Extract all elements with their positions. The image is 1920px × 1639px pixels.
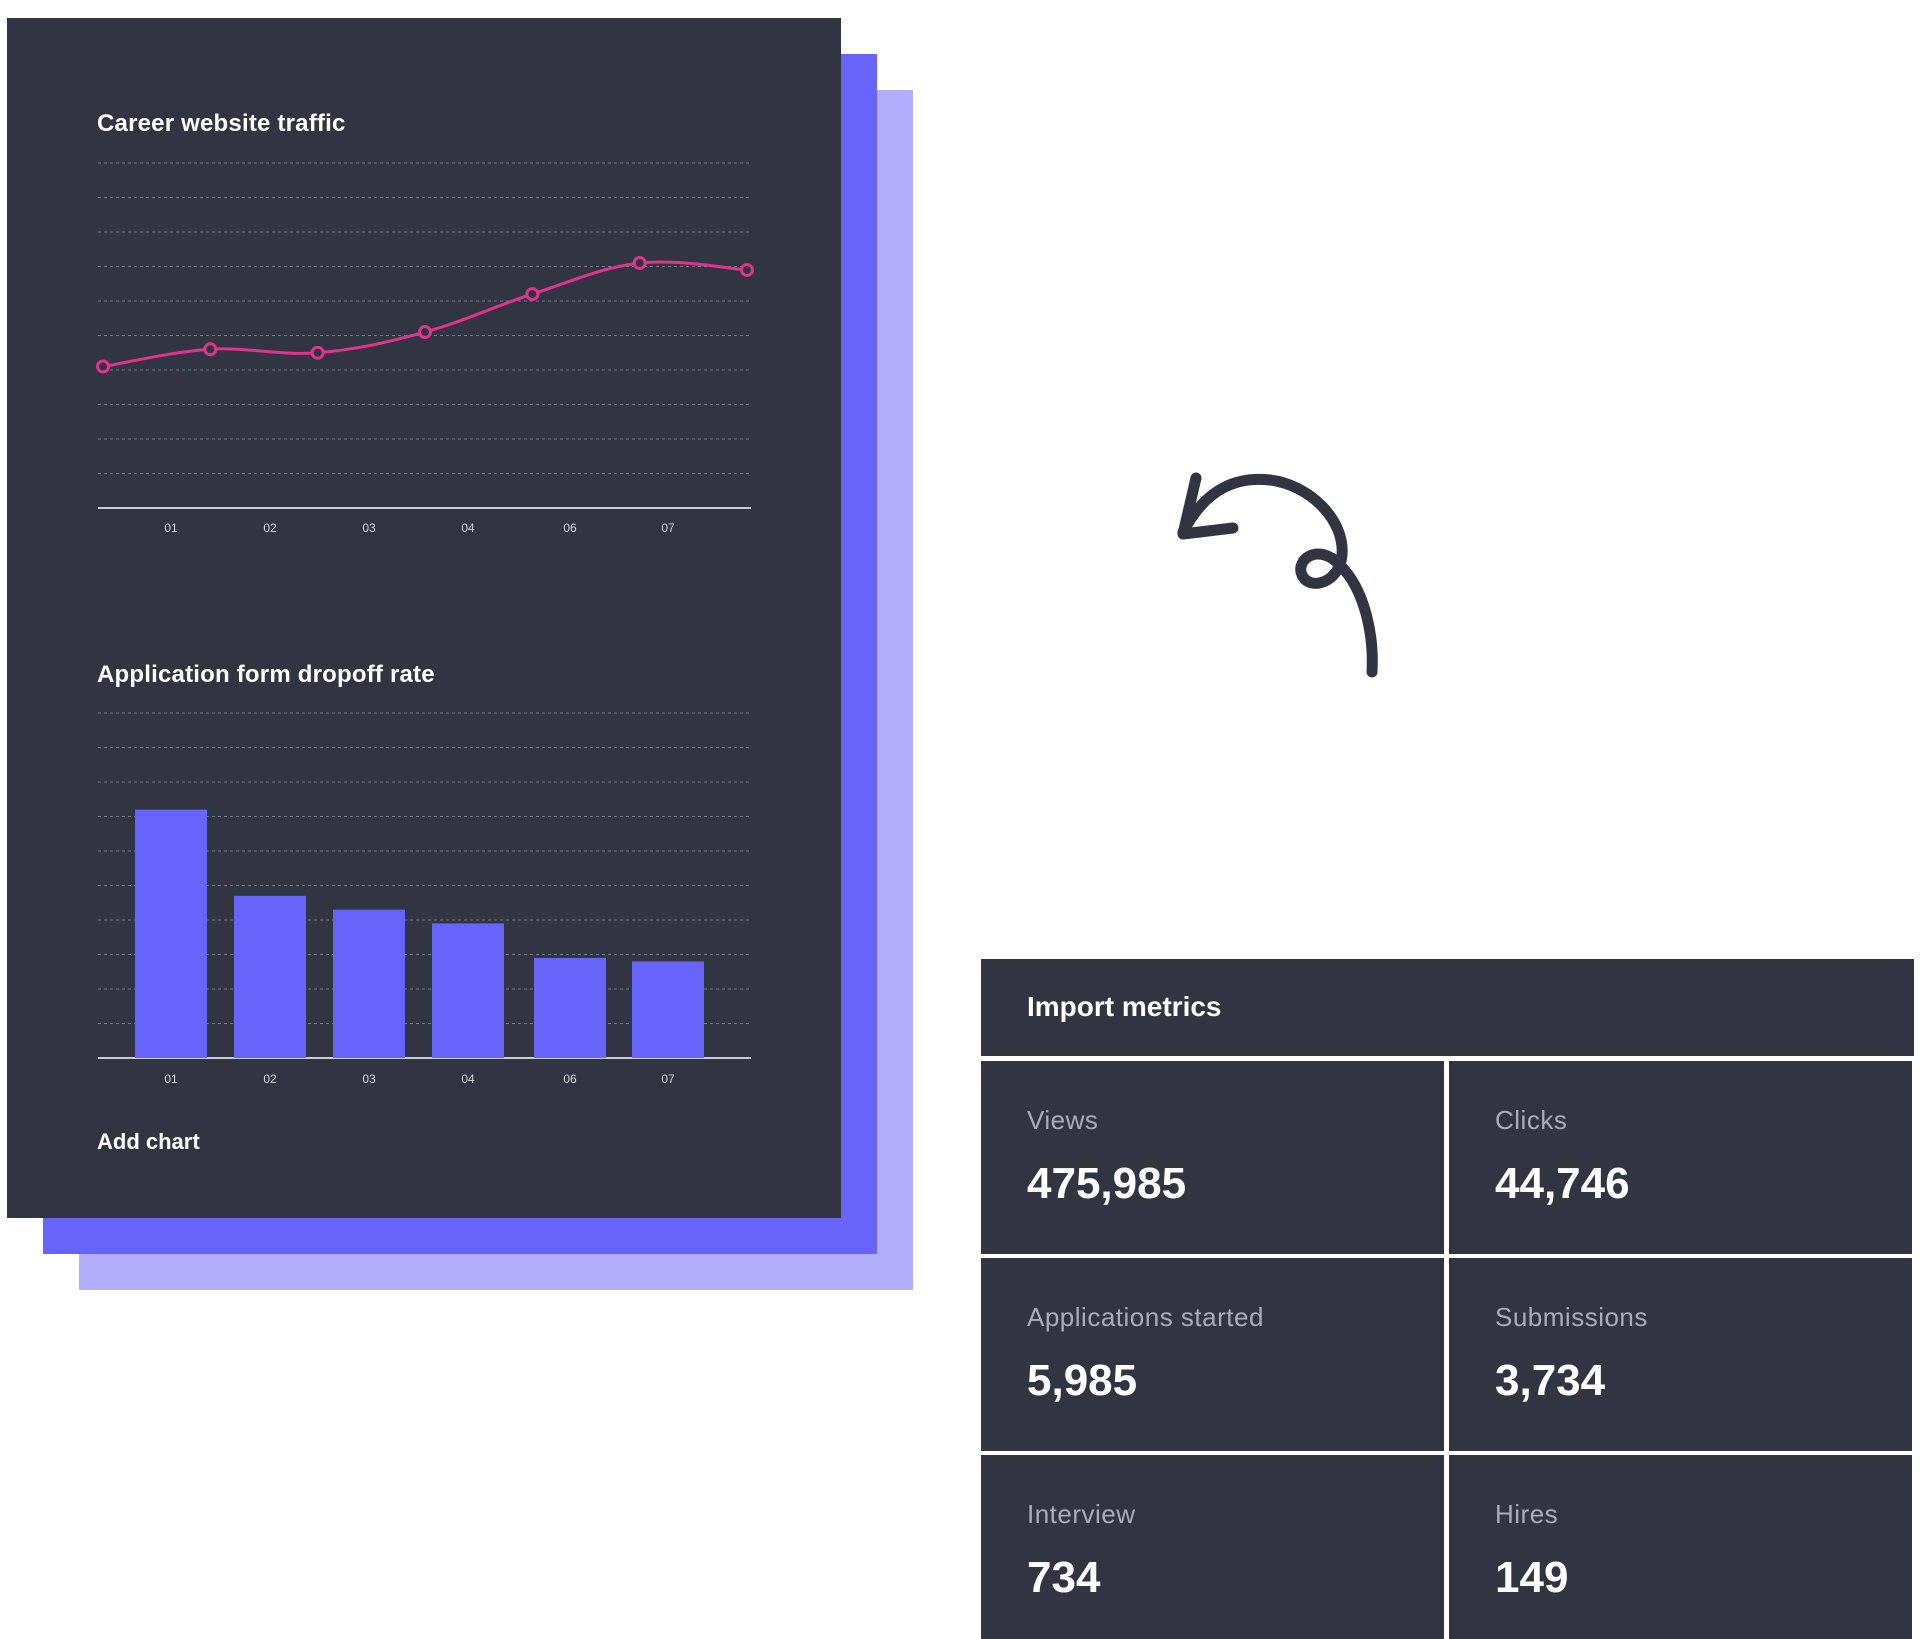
metric-value: 475,985 [1027,1159,1187,1208]
import-metrics-panel: Import metrics Views 475,985 Clicks 44,7… [981,959,1914,1639]
dropoff-bar [432,923,504,1058]
dashboard-card: Career website traffic Application form … [7,18,841,1218]
curved-arrow-icon [1177,472,1378,678]
traffic-data-point [96,359,110,374]
metrics-header: Import metrics [981,959,1914,1056]
metric-value: 44,746 [1495,1159,1630,1208]
dropoff-bar [333,909,405,1058]
metric-value: 3,734 [1495,1356,1606,1405]
metric-card-views: Views 475,985 [981,1061,1444,1254]
bar-chart-tick-label: 06 [563,1072,577,1086]
line-chart-tick-label: 03 [362,521,376,535]
metrics-title: Import metrics [1027,991,1222,1022]
metric-card-clicks: Clicks 44,746 [1449,1061,1912,1254]
metric-label: Views [1027,1105,1099,1135]
dropoff-bar [135,809,207,1058]
line-chart-tick-label: 01 [164,521,178,535]
line-chart-tick-label: 06 [563,521,577,535]
metric-label: Hires [1495,1499,1559,1529]
traffic-data-point [418,325,432,340]
metric-value: 5,985 [1027,1356,1138,1405]
dropoff-bar [632,961,704,1058]
add-chart-button[interactable]: Add chart [97,1129,200,1154]
line-chart-tick-label: 07 [661,521,675,535]
metric-card-hires: Hires 149 [1449,1455,1912,1639]
bar-chart-tick-label: 04 [461,1072,475,1086]
metric-card-submissions: Submissions 3,734 [1449,1258,1912,1451]
bar-chart-title: Application form dropoff rate [97,661,435,688]
bar-chart-tick-label: 03 [362,1072,376,1086]
metric-value: 149 [1495,1553,1569,1602]
bar-chart-tick-label: 02 [263,1072,277,1086]
line-chart-title: Career website traffic [97,110,346,137]
traffic-series-line [102,260,748,369]
bar-chart-tick-label: 07 [661,1072,675,1086]
metric-label: Applications started [1027,1302,1264,1332]
traffic-data-point [203,342,218,357]
bar-chart-tick-label: 01 [164,1072,178,1086]
traffic-data-point [525,287,540,302]
dropoff-bar [234,895,306,1058]
traffic-data-point [740,262,754,277]
line-chart-tick-label: 02 [263,521,277,535]
metric-card-interview: Interview 734 [981,1455,1444,1639]
metric-label: Submissions [1495,1302,1648,1332]
traffic-data-point [632,256,647,271]
line-chart-tick-label: 04 [461,521,475,535]
traffic-data-point [310,345,325,360]
dropoff-bar [534,957,606,1058]
metric-card-applications-started: Applications started 5,985 [981,1258,1444,1451]
metric-value: 734 [1027,1553,1101,1602]
metric-label: Interview [1027,1499,1136,1529]
charts-canvas: 01 02 03 04 06 07 01 02 03 04 06 07 [96,162,754,1086]
metric-label: Clicks [1495,1105,1568,1135]
